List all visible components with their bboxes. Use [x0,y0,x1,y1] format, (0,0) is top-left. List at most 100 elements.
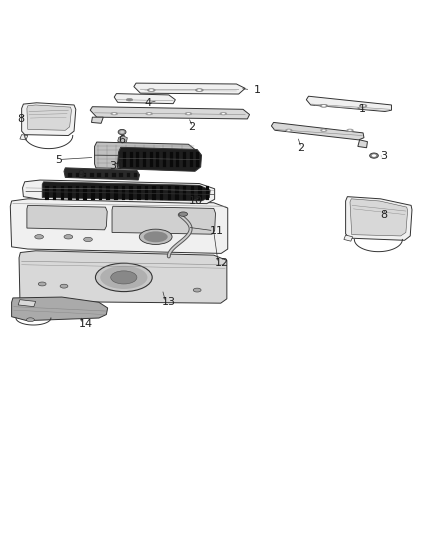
Polygon shape [98,173,101,176]
Polygon shape [127,173,130,176]
Polygon shape [150,152,153,167]
Ellipse shape [286,129,292,132]
Text: 8: 8 [17,114,25,124]
Polygon shape [160,186,163,200]
Ellipse shape [222,113,225,115]
Polygon shape [95,142,195,171]
Polygon shape [114,94,175,103]
Polygon shape [91,186,95,200]
Polygon shape [11,199,228,253]
Ellipse shape [359,104,367,107]
Polygon shape [92,117,103,123]
Ellipse shape [185,112,192,115]
Ellipse shape [113,113,116,115]
Ellipse shape [220,112,227,115]
Polygon shape [143,152,146,167]
Polygon shape [27,105,71,130]
Polygon shape [134,173,138,176]
Polygon shape [152,186,156,200]
Ellipse shape [95,263,152,292]
Ellipse shape [148,113,151,115]
Polygon shape [90,107,250,119]
Polygon shape [191,186,194,200]
Polygon shape [105,173,108,176]
Polygon shape [358,140,367,148]
Polygon shape [22,180,215,204]
Ellipse shape [149,89,153,91]
Polygon shape [344,235,353,241]
Ellipse shape [370,153,378,158]
Text: 13: 13 [162,297,176,308]
Text: 1: 1 [359,104,366,114]
Polygon shape [136,152,139,167]
Ellipse shape [35,235,43,239]
Ellipse shape [348,130,352,131]
Polygon shape [19,251,227,303]
Text: 3: 3 [381,151,388,161]
Polygon shape [119,173,123,176]
Polygon shape [112,173,116,176]
Ellipse shape [144,231,168,243]
Ellipse shape [146,112,152,115]
Polygon shape [163,152,166,167]
Polygon shape [156,152,159,167]
Polygon shape [130,152,133,167]
Polygon shape [175,186,179,200]
Polygon shape [196,152,199,167]
Ellipse shape [120,131,124,133]
Ellipse shape [111,112,118,115]
Polygon shape [183,186,187,200]
Polygon shape [112,206,215,234]
Text: 11: 11 [210,225,224,236]
Polygon shape [20,135,28,140]
Ellipse shape [193,288,201,292]
Ellipse shape [320,104,328,107]
Text: 2: 2 [297,143,305,153]
Ellipse shape [148,88,155,92]
Polygon shape [99,186,102,200]
Polygon shape [60,186,64,200]
Polygon shape [170,152,173,167]
Polygon shape [84,186,87,200]
Polygon shape [68,186,72,200]
Text: 14: 14 [78,319,92,329]
Polygon shape [129,186,133,200]
Polygon shape [176,152,179,167]
Text: 8: 8 [381,210,388,220]
Ellipse shape [64,235,73,239]
Ellipse shape [139,229,172,245]
Polygon shape [76,173,79,176]
Polygon shape [118,135,127,143]
Polygon shape [42,182,210,201]
Polygon shape [21,103,76,135]
Polygon shape [206,186,209,200]
Polygon shape [145,186,148,200]
Text: 5: 5 [55,155,62,165]
Text: 4: 4 [145,98,152,108]
Polygon shape [137,186,141,200]
Polygon shape [118,147,201,171]
Polygon shape [272,123,364,140]
Text: 1: 1 [254,85,261,95]
Ellipse shape [372,154,376,157]
Polygon shape [76,186,79,200]
Ellipse shape [100,266,148,289]
Polygon shape [306,96,392,111]
Ellipse shape [60,284,68,288]
Ellipse shape [347,129,353,132]
Ellipse shape [322,130,325,131]
Polygon shape [53,186,57,200]
Ellipse shape [84,237,92,241]
Polygon shape [45,186,49,200]
Text: 30: 30 [109,161,123,171]
Text: 2: 2 [188,122,195,132]
Ellipse shape [26,318,34,322]
Ellipse shape [361,105,365,107]
Ellipse shape [126,99,133,101]
Ellipse shape [179,212,187,216]
Polygon shape [198,186,202,200]
Polygon shape [350,199,408,236]
Ellipse shape [195,88,203,92]
Polygon shape [90,173,94,176]
Polygon shape [68,173,72,176]
